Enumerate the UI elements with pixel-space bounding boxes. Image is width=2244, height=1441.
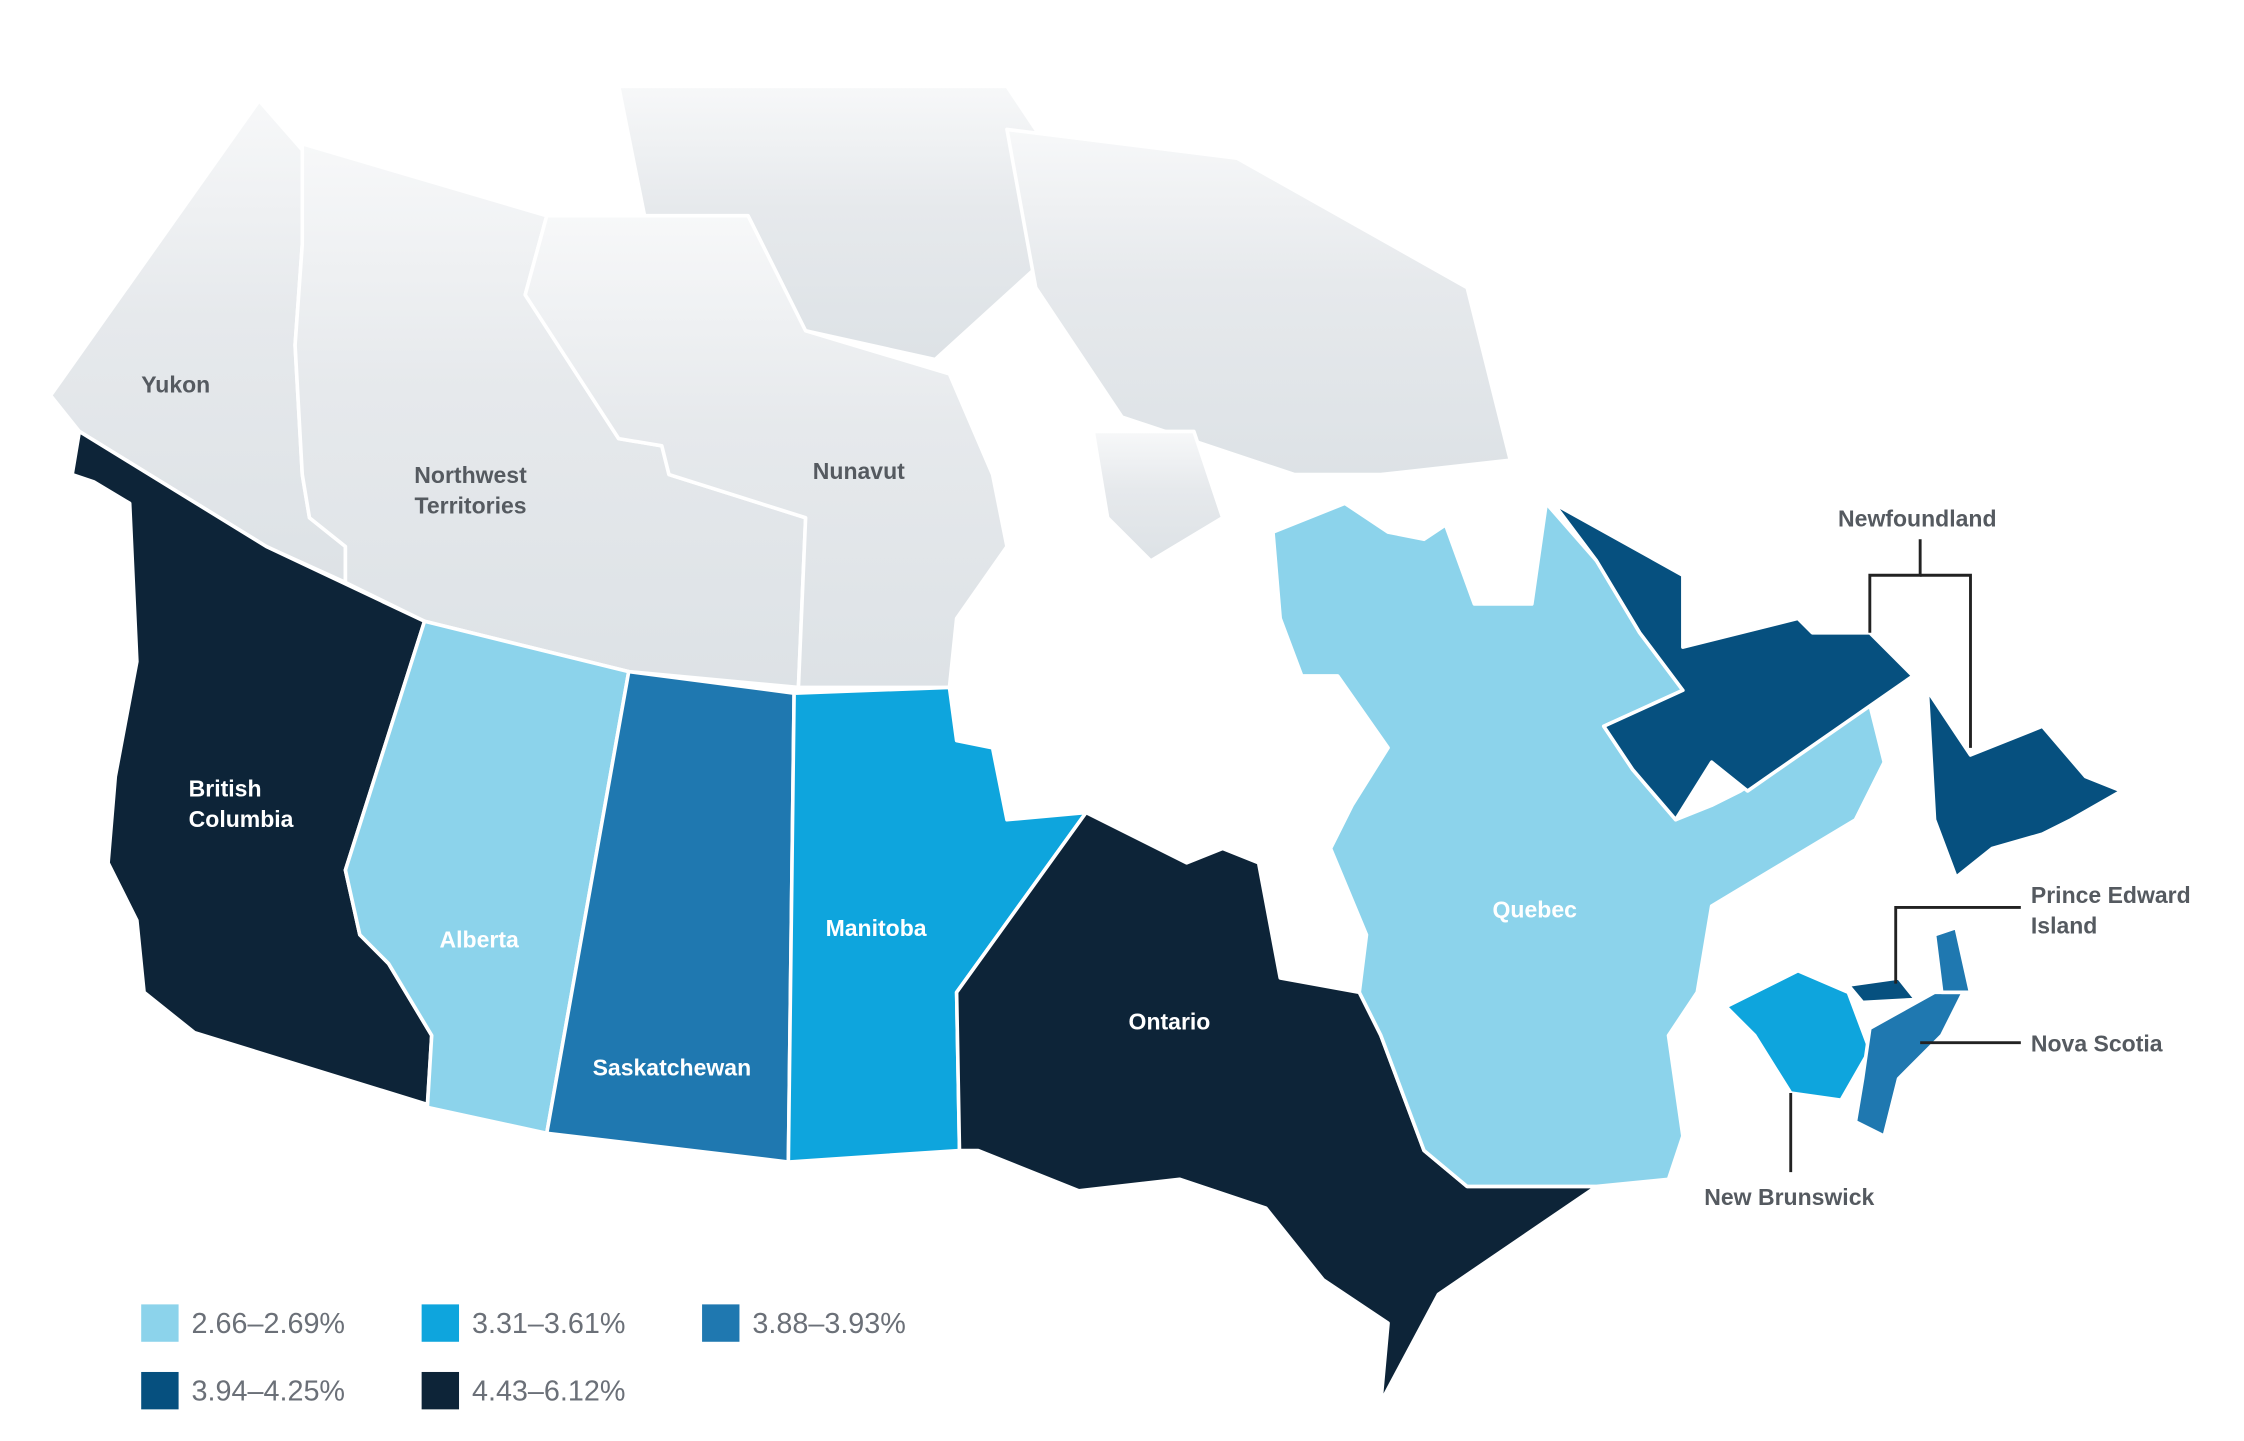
label-line: Ontario <box>1129 1009 1211 1035</box>
region-manitoba <box>786 685 1088 1164</box>
region-ontario <box>954 810 1599 1404</box>
legend-swatch <box>141 1371 179 1410</box>
legend-swatch <box>702 1304 740 1342</box>
label-line: Nunavut <box>813 458 905 484</box>
island <box>1005 127 1513 477</box>
legend-label: 2.66–2.69% <box>192 1308 345 1340</box>
label-line: Saskatchewan <box>593 1055 752 1081</box>
label-line: Territories <box>414 492 526 518</box>
legend: 2.66–2.69% 3.31–3.61% 3.88–3.93% 3.94–4.… <box>141 1304 906 1410</box>
region-label: Alberta <box>440 927 519 953</box>
region-label: Prince Edward Island <box>2031 882 2191 938</box>
region-labrador <box>1551 501 1915 822</box>
label-line: Prince Edward <box>2031 882 2191 908</box>
label-line: British <box>189 776 262 802</box>
label-line: Yukon <box>141 372 210 398</box>
legend-swatch <box>421 1304 460 1342</box>
legend-label: 3.94–4.25% <box>192 1376 345 1408</box>
region-label: Quebec <box>1493 897 1578 923</box>
label-line: New Brunswick <box>1704 1184 1874 1210</box>
region-new-brunswick <box>1724 968 1872 1102</box>
region-nova-scotia <box>1853 990 1966 1138</box>
label-line: Island <box>2031 912 2097 938</box>
legend-label: 4.43–6.12% <box>472 1376 625 1408</box>
leader-line <box>1868 539 1922 633</box>
island <box>1091 429 1225 563</box>
legend-label: 3.31–3.61% <box>472 1308 625 1340</box>
region-label: Saskatchewan <box>593 1055 752 1081</box>
legend-swatch <box>141 1304 179 1342</box>
region-label: Ontario <box>1129 1009 1211 1035</box>
legend-swatch <box>421 1371 460 1410</box>
label-line: Manitoba <box>826 915 927 941</box>
leader-lines <box>1789 539 2021 1173</box>
leader-line <box>1894 906 2021 984</box>
region-cape-breton <box>1932 925 1973 995</box>
region-label: Newfoundland <box>1838 505 1996 531</box>
legend-label: 3.88–3.93% <box>752 1308 905 1340</box>
label-line: Columbia <box>189 806 294 832</box>
region-label: Manitoba <box>826 915 927 941</box>
region-label: Yukon <box>141 372 210 398</box>
leader-line <box>1920 573 1972 748</box>
region-label: Northwest Territories <box>414 462 527 518</box>
label-line: Northwest <box>414 462 527 488</box>
label-line: Newfoundland <box>1838 505 1996 531</box>
region-newfoundland-island <box>1925 688 2124 880</box>
region-label: Nunavut <box>813 458 905 484</box>
label-line: Alberta <box>440 927 519 953</box>
label-line: Nova Scotia <box>2031 1030 2163 1056</box>
region-label: Nova Scotia <box>2031 1030 2163 1056</box>
region-quebec <box>1271 501 1887 1189</box>
region-label: British Columbia <box>189 776 294 832</box>
region-label: New Brunswick <box>1704 1184 1874 1210</box>
label-line: Quebec <box>1493 897 1578 923</box>
region-prince-edward-island <box>1846 976 1918 1005</box>
